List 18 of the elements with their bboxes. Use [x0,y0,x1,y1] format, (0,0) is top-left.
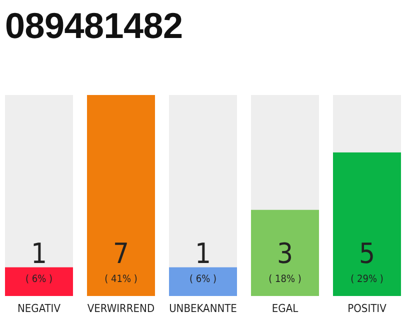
data-label: 1 [194,237,212,270]
data-label: 7 [112,237,130,270]
annotation: ( 6% ) [189,274,217,285]
x-tick-label: NEGATIV [18,302,61,315]
bar [5,267,73,296]
data-label: 1 [30,237,48,270]
data-label: 3 [276,237,294,270]
data-label: 5 [358,237,376,270]
x-tick-label: VERWIRREND [87,302,155,315]
bar [169,267,237,296]
x-tick-label: POSITIV [348,302,387,315]
annotation: ( 41% ) [104,274,138,285]
annotation: ( 29% ) [350,274,384,285]
annotation: ( 6% ) [25,274,53,285]
annotation: ( 18% ) [268,274,302,285]
x-tick-label: UNBEKANNTE [169,302,237,315]
x-tick-label: EGAL [272,302,299,315]
chart-title: 089481482 [5,5,183,46]
